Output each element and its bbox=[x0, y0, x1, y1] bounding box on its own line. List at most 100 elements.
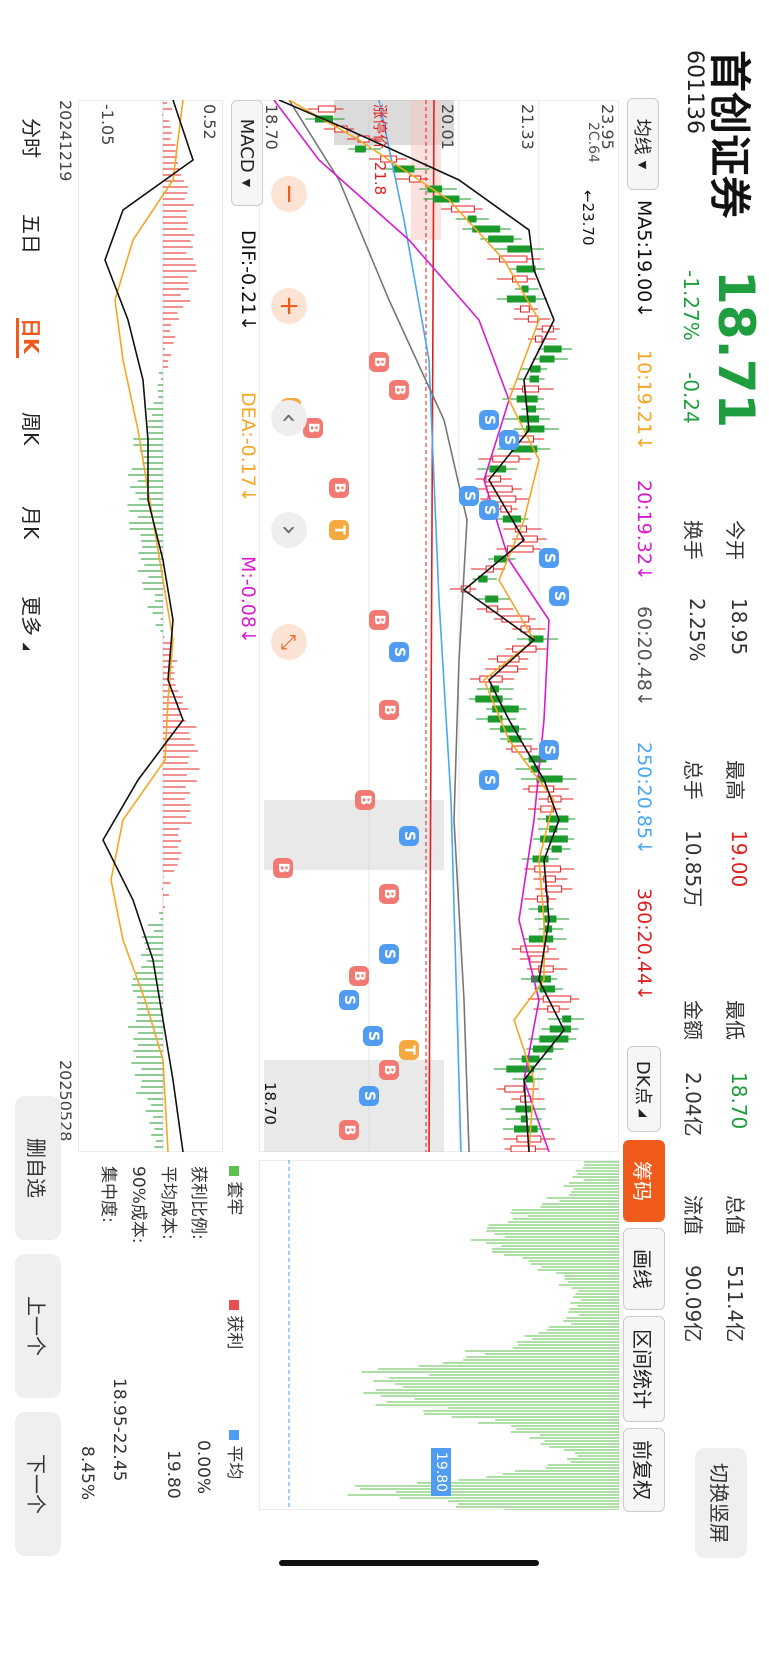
scroll-left-button[interactable]: ‹ bbox=[271, 400, 307, 436]
float-label: 流值 bbox=[681, 1195, 705, 1235]
sell-signal[interactable]: S bbox=[389, 642, 409, 662]
sell-signal[interactable]: S bbox=[379, 944, 399, 964]
home-indicator[interactable] bbox=[279, 1560, 539, 1566]
buy-signal[interactable]: B bbox=[379, 884, 399, 904]
candle bbox=[515, 1105, 532, 1113]
candle bbox=[485, 475, 502, 483]
high-value: 19.00 bbox=[727, 830, 751, 888]
amount-value: 2.04亿 bbox=[681, 1072, 705, 1137]
ma-selector[interactable]: 均线 ▼ bbox=[627, 98, 659, 190]
zoom-in-button[interactable]: + bbox=[271, 288, 307, 324]
macd-bottom-value: -1.05 bbox=[98, 104, 117, 146]
buy-signal[interactable]: B bbox=[369, 352, 389, 372]
candle bbox=[521, 285, 529, 293]
concentration-value: 8.45% bbox=[77, 1446, 97, 1501]
candle bbox=[522, 535, 538, 543]
active-tab-indicator bbox=[16, 318, 19, 358]
tab-five-day[interactable]: 五日 bbox=[19, 214, 43, 254]
legend-trapped-label: 套牢 bbox=[224, 1181, 244, 1216]
zoom-out-button[interactable]: − bbox=[271, 176, 307, 212]
sell-signal[interactable]: S bbox=[479, 410, 499, 430]
sell-signal[interactable]: S bbox=[549, 586, 569, 606]
fullscreen-collapse-button[interactable]: ⤡ bbox=[271, 624, 307, 660]
candle bbox=[543, 345, 562, 353]
tab-monthly-k[interactable]: 月K bbox=[19, 506, 43, 540]
amount-label: 金额 bbox=[681, 1000, 705, 1040]
candle bbox=[530, 365, 541, 373]
buy-signal[interactable]: B bbox=[329, 478, 349, 498]
sell-signal[interactable]: S bbox=[359, 1086, 379, 1106]
buy-signal[interactable]: B bbox=[379, 1060, 399, 1080]
ma5-value: MA5:19.00↓ bbox=[633, 200, 655, 319]
legend-trapped-swatch bbox=[229, 1166, 239, 1176]
volume-label: 总手 bbox=[681, 760, 705, 800]
ma10-value: 10:19.21↓ bbox=[633, 350, 655, 451]
candle bbox=[540, 835, 568, 843]
buy-signal[interactable]: B bbox=[349, 966, 369, 986]
t-signal[interactable]: T bbox=[329, 520, 349, 540]
open-value: 18.95 bbox=[727, 598, 751, 656]
candle bbox=[451, 205, 475, 213]
mktcap-value: 511.4亿 bbox=[723, 1265, 747, 1343]
candle bbox=[486, 485, 513, 493]
sell-signal[interactable]: S bbox=[339, 990, 359, 1010]
previous-stock-button[interactable]: 上一个 bbox=[15, 1254, 61, 1398]
switch-portrait-button[interactable]: 切换竖屏 bbox=[695, 1448, 747, 1558]
buy-signal[interactable]: B bbox=[389, 380, 409, 400]
candle bbox=[475, 695, 503, 703]
sell-signal[interactable]: S bbox=[539, 740, 559, 760]
tab-daily-k[interactable]: 日K bbox=[19, 318, 43, 354]
change-percent: -1.27% bbox=[679, 270, 703, 341]
candle bbox=[522, 385, 540, 393]
sell-signal[interactable]: S bbox=[363, 1026, 383, 1046]
high-mark: ←23.70 bbox=[579, 190, 597, 246]
tab-more[interactable]: 更多 ◢ bbox=[18, 596, 47, 650]
collapse-icon: ⤡ bbox=[277, 634, 301, 650]
sell-signal[interactable]: S bbox=[399, 826, 419, 846]
tab-range-stats[interactable]: 区间统计 bbox=[623, 1316, 665, 1422]
change-value: -0.24 bbox=[679, 372, 703, 424]
candle bbox=[317, 105, 336, 113]
candle bbox=[527, 405, 537, 413]
candle bbox=[516, 265, 536, 273]
macd-dif: DIF:-0.21↓ bbox=[237, 230, 259, 332]
sell-signal[interactable]: S bbox=[499, 430, 519, 450]
candle bbox=[513, 1125, 538, 1133]
legend-avg-label: 平均 bbox=[224, 1445, 244, 1480]
buy-signal[interactable]: B bbox=[355, 790, 375, 810]
sell-signal[interactable]: S bbox=[479, 500, 499, 520]
turnover-value: 2.25% bbox=[685, 598, 709, 662]
kline-chart[interactable] bbox=[259, 100, 619, 1152]
buy-signal[interactable]: B bbox=[339, 1120, 359, 1140]
scroll-right-button[interactable]: › bbox=[271, 512, 307, 548]
tab-chips[interactable]: 筹码 bbox=[623, 1140, 665, 1222]
candle bbox=[507, 245, 531, 253]
remove-watchlist-button[interactable]: 删自选 bbox=[15, 1096, 61, 1240]
tab-draw-line[interactable]: 画线 bbox=[623, 1228, 665, 1310]
t-signal[interactable]: T bbox=[399, 1040, 419, 1060]
tab-weekly-k[interactable]: 周K bbox=[19, 412, 43, 446]
candle bbox=[543, 915, 557, 923]
mktcap-label: 总值 bbox=[723, 1195, 747, 1235]
buy-signal[interactable]: B bbox=[369, 610, 389, 630]
low-mark: 18.70 bbox=[261, 1082, 279, 1125]
tab-intraday[interactable]: 分时 bbox=[19, 118, 43, 158]
dropdown-icon: ▼ bbox=[636, 160, 650, 170]
buy-signal[interactable]: B bbox=[379, 700, 399, 720]
tab-forward-adjust[interactable]: 前复权 bbox=[623, 1428, 665, 1512]
ma-selector-label: 均线 bbox=[631, 118, 652, 155]
dk-point-button[interactable]: DK点 ◢ bbox=[627, 1046, 661, 1132]
sell-signal[interactable]: S bbox=[539, 548, 559, 568]
legend-trapped: 套牢 bbox=[224, 1166, 249, 1215]
tab-more-label: 更多 bbox=[19, 596, 43, 636]
sell-signal[interactable]: S bbox=[479, 770, 499, 790]
sell-signal[interactable]: S bbox=[459, 486, 479, 506]
candle bbox=[545, 885, 563, 893]
indicator-selector[interactable]: MACD ▼ bbox=[231, 100, 263, 206]
next-stock-button[interactable]: 下一个 bbox=[15, 1412, 61, 1556]
high-label: 最高 bbox=[723, 760, 747, 800]
stock-code: 601136 bbox=[682, 50, 707, 134]
plus-icon: + bbox=[274, 295, 304, 317]
profit-ratio-value: 0.00% bbox=[193, 1440, 213, 1495]
buy-signal[interactable]: B bbox=[273, 858, 293, 878]
